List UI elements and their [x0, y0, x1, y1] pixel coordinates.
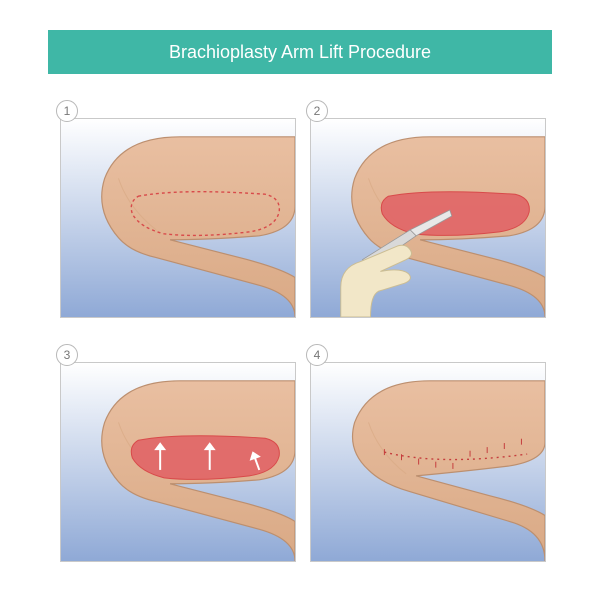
procedure-panel-3	[60, 362, 296, 562]
step-number: 2	[314, 104, 321, 118]
procedure-panel-1	[60, 118, 296, 318]
arm-illustration	[311, 363, 545, 561]
step-badge-4: 4	[306, 344, 328, 366]
step-badge-3: 3	[56, 344, 78, 366]
procedure-panel-4	[310, 362, 546, 562]
step-badge-1: 1	[56, 100, 78, 122]
step-number: 3	[64, 348, 71, 362]
arm-illustration	[311, 119, 545, 317]
title-bar: Brachioplasty Arm Lift Procedure	[48, 30, 552, 74]
arm-illustration	[61, 119, 295, 317]
title-text: Brachioplasty Arm Lift Procedure	[169, 42, 431, 63]
arm-illustration	[61, 363, 295, 561]
step-badge-2: 2	[306, 100, 328, 122]
step-number: 1	[64, 104, 71, 118]
step-number: 4	[314, 348, 321, 362]
procedure-panel-2	[310, 118, 546, 318]
